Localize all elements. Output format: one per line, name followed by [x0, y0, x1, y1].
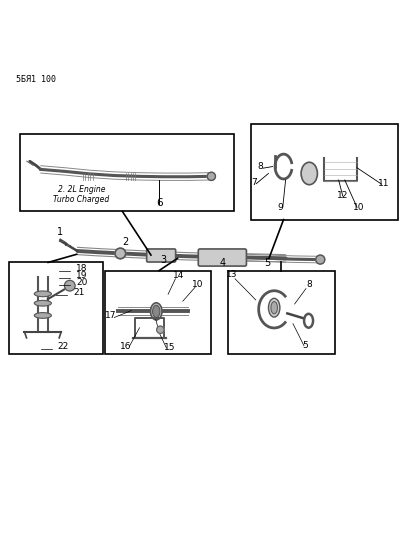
Ellipse shape [153, 305, 160, 318]
Circle shape [157, 326, 164, 334]
FancyBboxPatch shape [147, 249, 176, 262]
Bar [20, 134, 234, 212]
Bar [105, 271, 211, 354]
Text: 5: 5 [302, 341, 308, 350]
Text: 19: 19 [76, 271, 87, 280]
Text: 13: 13 [226, 270, 237, 279]
Text: 10: 10 [192, 280, 204, 289]
Text: 8: 8 [306, 280, 312, 289]
Text: 20: 20 [76, 278, 87, 287]
Text: 8: 8 [257, 161, 263, 171]
Text: 17: 17 [105, 311, 117, 320]
Text: 9: 9 [278, 203, 284, 212]
Text: 3: 3 [160, 255, 166, 265]
Text: 7: 7 [251, 178, 257, 187]
Ellipse shape [301, 162, 317, 185]
Text: 18: 18 [76, 264, 87, 272]
Text: 21: 21 [73, 288, 84, 297]
Ellipse shape [271, 302, 277, 314]
Ellipse shape [34, 301, 51, 306]
Circle shape [64, 280, 75, 291]
Text: 6: 6 [156, 198, 162, 208]
Text: 11: 11 [378, 179, 389, 188]
Text: 2: 2 [122, 237, 129, 247]
Text: 10: 10 [353, 203, 365, 212]
Text: 5: 5 [264, 257, 271, 268]
Text: 16: 16 [120, 342, 131, 351]
Bar [251, 124, 398, 220]
Text: 14: 14 [173, 271, 184, 280]
Text: 1: 1 [57, 227, 64, 237]
Text: 15: 15 [164, 343, 175, 352]
FancyBboxPatch shape [198, 249, 246, 266]
Bar [228, 271, 335, 354]
Text: 22: 22 [58, 342, 69, 351]
Circle shape [316, 255, 325, 264]
Ellipse shape [34, 291, 51, 297]
Bar [9, 262, 103, 354]
Circle shape [207, 172, 215, 180]
Text: 5БЯ1 100: 5БЯ1 100 [16, 75, 56, 84]
Circle shape [115, 248, 126, 259]
Text: 4: 4 [219, 259, 226, 269]
Ellipse shape [151, 303, 162, 320]
Ellipse shape [268, 298, 280, 317]
Ellipse shape [34, 312, 51, 318]
Text: 12: 12 [337, 191, 348, 200]
Text: 2. 2L Engine
Turbo Charged: 2. 2L Engine Turbo Charged [53, 185, 110, 204]
